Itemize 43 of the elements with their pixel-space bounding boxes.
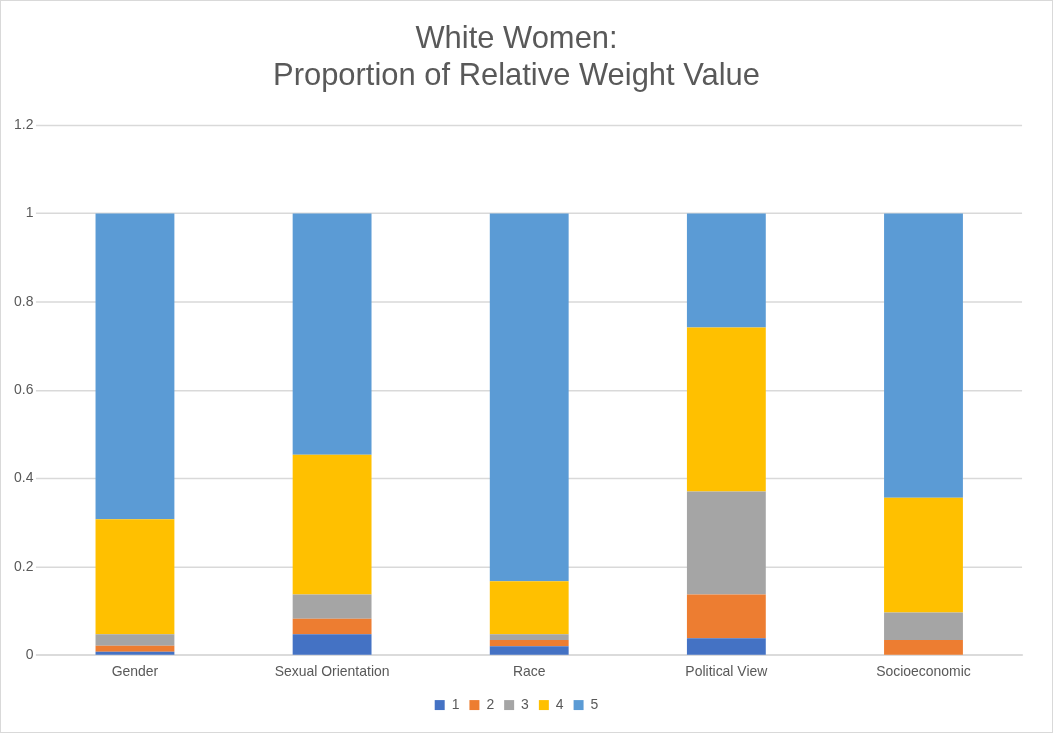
bar	[686, 638, 766, 655]
bar	[95, 213, 175, 520]
x-tick-label: Gender	[111, 662, 159, 679]
bar	[292, 213, 372, 455]
bar	[292, 454, 372, 595]
x-tick-label: Political View	[685, 662, 769, 679]
bar	[95, 634, 175, 646]
y-tick-label: 1	[25, 204, 34, 221]
bar	[884, 213, 963, 498]
bar	[686, 491, 766, 595]
text: Proportion of Relative Weight Value	[273, 57, 760, 93]
legend-label: 3	[521, 695, 530, 712]
bar	[686, 213, 766, 328]
y-tick-label: 0	[25, 646, 34, 663]
bar	[489, 646, 569, 655]
legend-label: 2	[486, 695, 495, 712]
bar	[884, 639, 963, 655]
x-tick-label: Race	[512, 662, 546, 679]
bar	[884, 612, 963, 640]
bar	[292, 618, 372, 635]
bar	[489, 213, 569, 582]
bar	[489, 639, 569, 647]
bar	[95, 519, 175, 635]
legend-label: 5	[590, 695, 599, 712]
bar	[686, 594, 766, 639]
y-tick-label: 0.4	[13, 469, 34, 486]
legend-label: 1	[451, 695, 460, 712]
legend-label: 4	[555, 695, 564, 712]
bar	[686, 327, 766, 492]
bar	[95, 645, 175, 652]
bar	[884, 497, 963, 613]
text: White Women:	[415, 20, 618, 56]
bar	[292, 634, 372, 655]
y-tick-label: 1.2	[13, 115, 34, 132]
bar	[95, 651, 175, 655]
y-tick-label: 0.6	[13, 381, 34, 398]
bar	[489, 634, 569, 640]
y-tick-label: 0.8	[13, 292, 34, 309]
y-tick-label: 0.2	[13, 557, 34, 574]
x-tick-label: Sexual Orientation	[274, 662, 390, 679]
x-tick-label: Socioeconomic	[876, 662, 971, 679]
bar	[292, 594, 372, 619]
bar	[489, 581, 569, 635]
